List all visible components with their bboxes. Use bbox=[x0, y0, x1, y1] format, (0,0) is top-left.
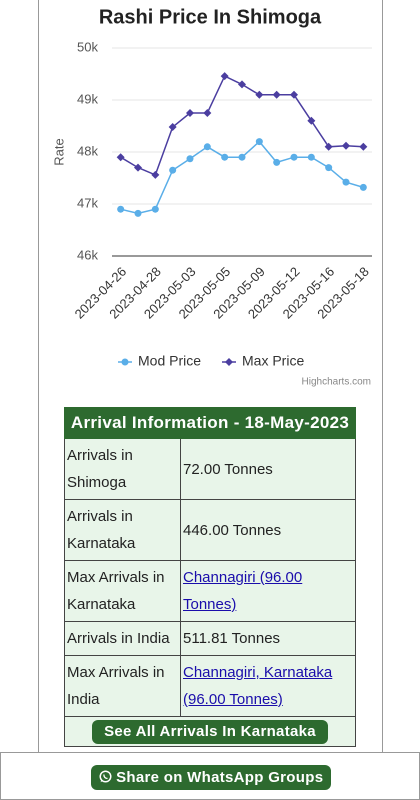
cell: Arrivals in India bbox=[64, 621, 181, 656]
point bbox=[255, 138, 263, 146]
arrival-table: Arrival Information - 18-May-2023 Arriva… bbox=[64, 407, 356, 747]
point bbox=[151, 170, 160, 179]
cell: Channagiri (96.00 Tonnes) bbox=[180, 560, 356, 622]
point bbox=[325, 164, 333, 172]
point bbox=[359, 142, 368, 151]
point bbox=[151, 205, 159, 213]
link[interactable]: Channagiri (96.00 Tonnes) bbox=[183, 569, 303, 613]
point bbox=[134, 163, 142, 172]
y-tick-label: 48k bbox=[77, 143, 98, 158]
point bbox=[238, 153, 246, 161]
point bbox=[203, 109, 212, 117]
point bbox=[169, 166, 177, 174]
point bbox=[272, 90, 281, 99]
table-title: Arrival Information - 18-May-2023 bbox=[64, 407, 356, 439]
point bbox=[255, 90, 264, 99]
point bbox=[342, 178, 350, 186]
whatsapp-button[interactable]: Share on WhatsApp Groups bbox=[91, 765, 331, 790]
point bbox=[307, 116, 316, 125]
point bbox=[324, 142, 333, 151]
footer: Share on WhatsApp Groups bbox=[0, 752, 420, 800]
whatsapp-icon bbox=[99, 770, 112, 783]
cell: Channagiri, Karnataka (96.00 Tonnes) bbox=[180, 655, 356, 717]
y-tick-label: 47k bbox=[77, 195, 98, 210]
point bbox=[307, 153, 315, 161]
cell: Max Arrivals in India bbox=[64, 655, 181, 717]
y-tick-label: 46k bbox=[77, 247, 98, 262]
point bbox=[221, 153, 229, 161]
legend-marker bbox=[225, 358, 233, 366]
cell: 72.00 Tonnes bbox=[180, 438, 356, 500]
cell: Max Arrivals in Karnataka bbox=[64, 560, 181, 622]
legend-label: Max Price bbox=[242, 353, 304, 369]
point bbox=[186, 155, 194, 163]
point bbox=[359, 183, 367, 191]
y-tick-label: 49k bbox=[77, 91, 98, 106]
chart-title: Rashi Price In Shimoga bbox=[99, 6, 322, 28]
cell: See All Arrivals In Karnataka bbox=[64, 716, 356, 747]
y-tick-label: 50k bbox=[77, 39, 98, 54]
point bbox=[117, 205, 125, 213]
cell: Arrivals in Shimoga bbox=[64, 438, 181, 500]
y-axis-label: Rate bbox=[51, 138, 66, 165]
cell: 511.81 Tonnes bbox=[180, 621, 356, 656]
whatsapp-label: Share on WhatsApp Groups bbox=[116, 769, 324, 786]
point bbox=[238, 80, 246, 89]
credits: Highcharts.com bbox=[302, 377, 371, 388]
point bbox=[168, 123, 177, 132]
arrivals-button[interactable]: See All Arrivals In Karnataka bbox=[92, 720, 328, 744]
legend-label: Mod Price bbox=[138, 353, 201, 369]
cell: Arrivals in Karnataka bbox=[64, 499, 181, 561]
cell: 446.00 Tonnes bbox=[180, 499, 356, 561]
point bbox=[203, 143, 211, 151]
point bbox=[134, 209, 142, 217]
point bbox=[290, 90, 298, 99]
link[interactable]: Channagiri, Karnataka (96.00 Tonnes) bbox=[183, 664, 333, 708]
point bbox=[290, 153, 298, 161]
point bbox=[342, 141, 350, 150]
content-frame bbox=[38, 0, 383, 752]
point bbox=[186, 109, 194, 117]
point bbox=[116, 153, 125, 162]
point bbox=[273, 158, 281, 166]
legend-marker bbox=[121, 358, 129, 366]
chart: Rashi Price In Shimoga Rate Highcharts.c… bbox=[51, 6, 372, 388]
point bbox=[220, 72, 229, 81]
